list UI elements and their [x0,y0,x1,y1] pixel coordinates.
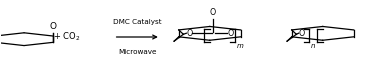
Text: O: O [228,29,234,38]
Text: O: O [186,29,193,38]
Text: O: O [210,8,216,17]
Text: O: O [299,29,305,38]
Text: O: O [49,22,56,31]
Text: DMC Catalyst: DMC Catalyst [113,19,161,25]
Text: + CO$_2$: + CO$_2$ [53,31,80,43]
Text: Microwave: Microwave [118,49,156,55]
Text: m: m [237,43,243,49]
Text: n: n [311,43,315,49]
